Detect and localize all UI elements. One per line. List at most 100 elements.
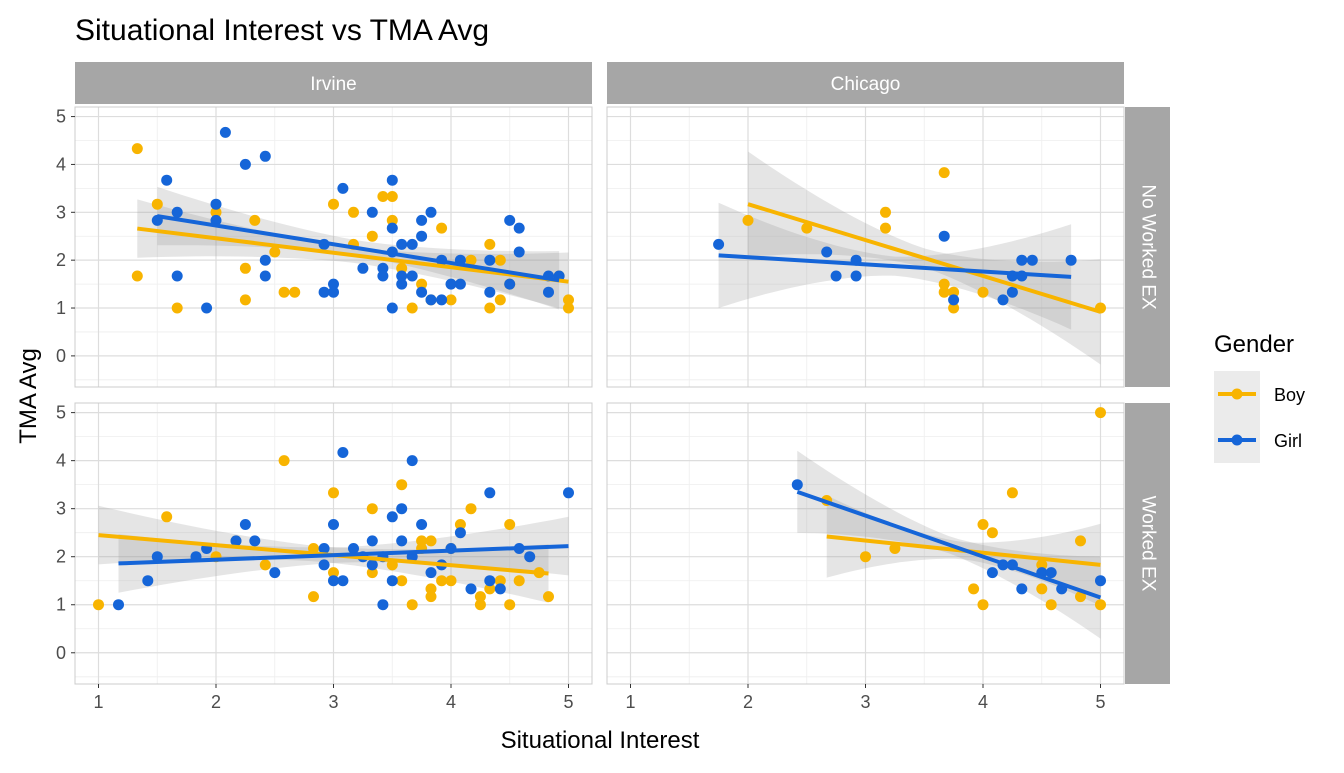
facet-strip-no-worked-ex (1125, 107, 1170, 387)
fit-line-girl (796, 489, 1102, 600)
data-point-boy (1006, 487, 1018, 499)
data-point-boy (445, 575, 457, 587)
y-tick-label: 0 (56, 346, 66, 366)
data-point-girl (504, 214, 516, 226)
legend: Boy Girl (1214, 371, 1305, 463)
data-point-boy (425, 535, 437, 547)
data-point-girl (465, 583, 477, 595)
data-point-girl (416, 230, 428, 242)
data-point-boy (416, 535, 428, 547)
y-axis-title: TMA Avg (15, 348, 42, 444)
data-point-boy (543, 591, 554, 603)
data-point-girl (328, 286, 339, 298)
data-point-girl (1006, 286, 1018, 298)
data-point-boy (494, 254, 506, 266)
data-point-girl (513, 246, 525, 258)
data-point-boy (880, 222, 891, 234)
data-point-boy (1075, 591, 1086, 603)
facet-strip-chicago (607, 62, 1124, 104)
data-point-girl (1095, 575, 1106, 587)
data-point-girl (161, 174, 173, 186)
data-point-boy (465, 503, 477, 515)
data-point-girl (416, 214, 428, 226)
y-tick-label: 5 (56, 107, 66, 127)
data-point-girl (201, 302, 213, 314)
x-tick-label: 4 (978, 692, 988, 712)
data-point-girl (348, 543, 359, 554)
data-point-boy (1095, 599, 1106, 611)
data-point-boy (513, 575, 525, 587)
data-point-boy (93, 599, 104, 611)
data-point-boy (484, 302, 496, 314)
data-point-boy (396, 575, 408, 587)
data-point-boy (416, 278, 428, 290)
data-point-boy (445, 294, 457, 306)
facet-strip-irvine (75, 62, 592, 104)
data-point-girl (1016, 583, 1028, 595)
data-point-girl (416, 286, 428, 298)
data-point-boy (1036, 559, 1048, 571)
data-point-girl (484, 575, 496, 587)
data-point-boy (938, 286, 950, 298)
y-tick-label: 3 (56, 499, 66, 519)
chart-title: Situational Interest vs TMA Avg (75, 14, 489, 47)
data-point-boy (386, 191, 398, 202)
data-point-girl (416, 519, 428, 530)
data-point-boy (386, 214, 398, 226)
data-point-boy (269, 246, 281, 258)
data-point-girl (948, 294, 960, 306)
data-point-girl (113, 599, 124, 611)
data-point-girl (406, 270, 418, 282)
data-point-boy (278, 286, 290, 298)
data-point-girl (210, 198, 222, 210)
data-point-girl (386, 222, 398, 234)
data-point-girl (386, 575, 398, 587)
data-point-boy (860, 551, 871, 563)
data-point-boy (328, 198, 339, 210)
data-point-boy (171, 302, 183, 314)
data-point-boy (348, 206, 359, 218)
data-point-girl (377, 270, 389, 282)
data-point-girl (484, 286, 496, 298)
data-point-boy (474, 591, 486, 603)
fit-line-boy (747, 202, 1102, 314)
x-tick-label: 5 (563, 692, 573, 712)
data-point-girl (938, 230, 950, 242)
data-point-girl (454, 527, 466, 539)
data-point-girl (484, 254, 496, 266)
data-point-boy (1045, 599, 1057, 611)
data-point-boy (1095, 407, 1106, 419)
facet-strip-label: Worked EX (1137, 496, 1158, 592)
data-point-boy (494, 294, 506, 306)
data-point-boy (504, 599, 516, 611)
fit-line-boy (137, 226, 569, 284)
data-point-boy (210, 206, 222, 218)
data-point-girl (259, 270, 271, 282)
data-point-girl (1045, 567, 1057, 579)
data-point-girl (563, 487, 574, 499)
legend-point-boy (1231, 388, 1243, 400)
data-point-girl (850, 270, 862, 282)
x-tick-label: 2 (211, 692, 221, 712)
data-point-girl (171, 270, 183, 282)
data-point-girl (259, 254, 271, 266)
facet-strip-label: No Worked EX (1137, 184, 1158, 310)
data-point-boy (366, 230, 378, 242)
data-point-girl (1016, 254, 1028, 266)
data-point-boy (151, 198, 163, 210)
x-tick-label: 4 (446, 692, 456, 712)
data-point-girl (1065, 254, 1077, 266)
data-point-girl (997, 294, 1009, 306)
data-point-girl (406, 455, 418, 467)
y-tick-label: 1 (56, 298, 66, 318)
data-point-girl (239, 519, 251, 530)
data-point-girl (504, 278, 516, 290)
data-point-girl (543, 286, 554, 298)
data-point-girl (396, 238, 408, 250)
data-point-girl (830, 270, 842, 282)
data-point-girl (239, 158, 251, 170)
data-point-girl (318, 543, 330, 554)
data-point-boy (366, 503, 378, 515)
fit-line-girl (156, 214, 560, 283)
